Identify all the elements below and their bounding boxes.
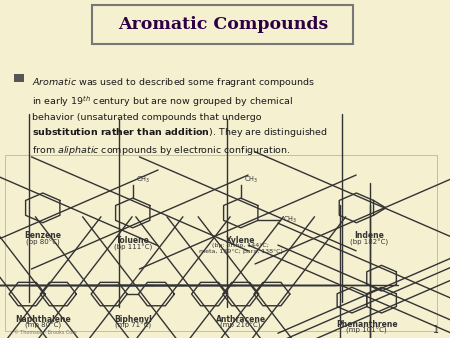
Text: 1: 1: [432, 324, 439, 335]
Text: CH$_3$: CH$_3$: [136, 174, 150, 185]
FancyBboxPatch shape: [92, 5, 353, 44]
Text: Aromatic Compounds: Aromatic Compounds: [117, 16, 328, 33]
Bar: [14, 74, 24, 82]
Text: (mp 71°C): (mp 71°C): [115, 322, 151, 329]
Text: (bp 111°C): (bp 111°C): [113, 243, 152, 250]
Text: Toluene: Toluene: [116, 236, 150, 245]
Text: © Thomson - Brooks Cole: © Thomson - Brooks Cole: [14, 330, 76, 335]
Text: Anthracene: Anthracene: [216, 315, 266, 324]
Text: Indene: Indene: [354, 231, 384, 240]
Text: (mp 80°C): (mp 80°C): [25, 322, 61, 329]
Text: CH$_3$: CH$_3$: [283, 215, 297, 225]
Text: (mp 216°C): (mp 216°C): [220, 322, 261, 329]
Text: Naphthalene: Naphthalene: [15, 315, 71, 324]
Text: (bp: ortho, 144°C;: (bp: ortho, 144°C;: [212, 243, 269, 248]
Text: Xylene: Xylene: [226, 236, 256, 245]
Text: Phenanthrene: Phenanthrene: [336, 320, 397, 330]
Text: $\it{Aromatic}$ was used to described some fragrant compounds
in early 19$^{th}$: $\it{Aromatic}$ was used to described so…: [32, 76, 328, 157]
Text: Benzene: Benzene: [24, 231, 61, 240]
Text: (bp 80°C): (bp 80°C): [26, 238, 59, 245]
Text: CH$_3$: CH$_3$: [244, 174, 258, 185]
Text: (mp 101°C): (mp 101°C): [346, 327, 387, 334]
Text: meta, 139°C; para, 138°C): meta, 139°C; para, 138°C): [199, 249, 283, 254]
Text: Biphenyl: Biphenyl: [114, 315, 152, 324]
Text: (bp 182°C): (bp 182°C): [350, 238, 388, 245]
